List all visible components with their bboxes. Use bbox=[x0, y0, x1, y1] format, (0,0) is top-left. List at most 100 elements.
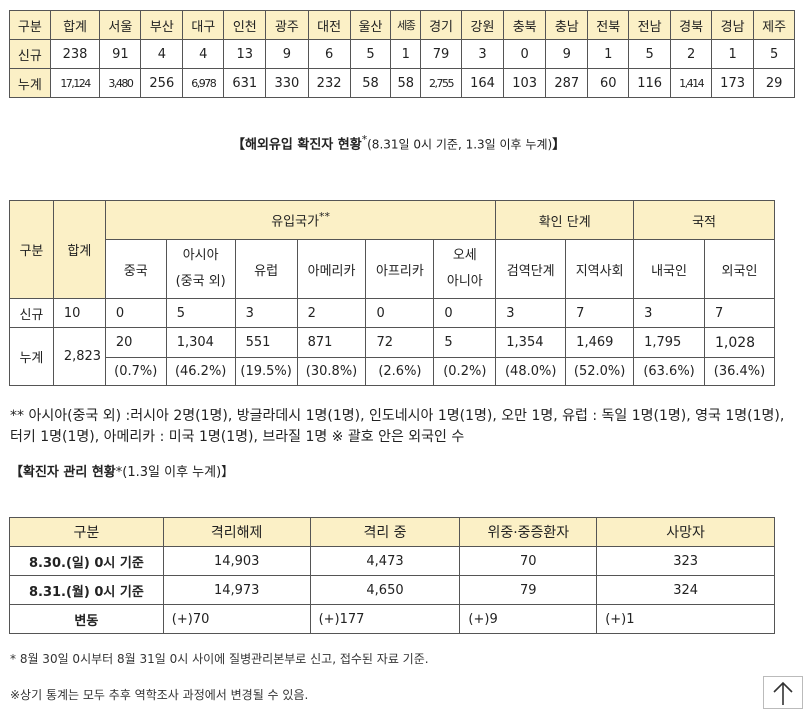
table-cell: (+)70 bbox=[162, 604, 311, 634]
table-cell: (52.0%) bbox=[565, 357, 635, 386]
header-cell: 전북 bbox=[587, 10, 630, 40]
overseas-caption-title: 【해외유입 확진자 현황 bbox=[232, 137, 362, 153]
table-cell: 164 bbox=[460, 68, 505, 98]
header-cell: 합계 bbox=[52, 200, 106, 299]
table-cell: (30.8%) bbox=[296, 357, 367, 386]
overseas-note: ** 아시아(중국 외) :러시아 2명(1명), 방글라데시 1명(1명), … bbox=[10, 408, 785, 445]
regional-row-new: 신규 238 91 4 4 13 9 6 5 1 79 3 0 9 1 5 2 … bbox=[9, 39, 795, 69]
regional-header-row: 구분 합계 서울 부산 대구 인천 광주 대전 울산 세종 경기 강원 충북 충… bbox=[9, 10, 795, 40]
table-cell: 3 bbox=[234, 298, 298, 328]
arrow-up-icon bbox=[773, 681, 793, 705]
subheader-line: 아니아 bbox=[446, 274, 483, 289]
header-cell: 국적 bbox=[633, 200, 775, 240]
header-cell: 충북 bbox=[503, 10, 547, 40]
header-cell: 확인 단계 bbox=[495, 200, 635, 240]
header-cell: 서울 bbox=[99, 10, 142, 40]
row-label: 누계 bbox=[9, 327, 54, 386]
subheader-cell: 외국인 bbox=[704, 239, 775, 299]
table-cell: 10 bbox=[52, 298, 106, 328]
header-cell: 합계 bbox=[49, 10, 101, 40]
table-cell: 5 bbox=[628, 39, 672, 69]
subheader-cell: 중국 bbox=[104, 239, 167, 299]
table-cell: 4 bbox=[182, 39, 225, 69]
table-cell: 7 bbox=[704, 298, 775, 328]
subheader-cell: 아프리카 bbox=[365, 239, 435, 299]
table-cell: 4,473 bbox=[309, 546, 461, 576]
management-row-change: 변동 (+)70 (+)177 (+)9 (+)1 bbox=[9, 604, 775, 634]
table-cell: 1,304 bbox=[165, 327, 236, 358]
row-label: 8.31.(월) 0시 기준 bbox=[9, 575, 164, 605]
table-cell: 232 bbox=[307, 68, 351, 98]
overseas-row-new: 신규 10 0 5 3 2 0 0 3 7 3 7 bbox=[9, 298, 775, 328]
table-cell: 631 bbox=[223, 68, 267, 98]
header-cell: 세종 bbox=[390, 10, 422, 40]
table-cell: 256 bbox=[140, 68, 184, 98]
table-cell: 5 bbox=[349, 39, 392, 69]
table-cell: 70 bbox=[459, 546, 598, 576]
table-cell: 2,823 bbox=[52, 327, 106, 386]
management-row: 8.30.(일) 0시 기준 14,903 4,473 70 323 bbox=[9, 546, 775, 576]
table-cell: 871 bbox=[296, 327, 367, 358]
header-cell: 격리 중 bbox=[309, 517, 461, 547]
table-cell: (+)9 bbox=[459, 604, 598, 634]
subheader-cell: 지역사회 bbox=[565, 239, 635, 299]
overseas-table: 구분 합계 유입국가** 확인 단계 국적 중국 아시아 (중국 외) 유럽 아메… bbox=[9, 200, 775, 386]
table-cell: 6,978 bbox=[182, 68, 225, 98]
table-cell: 116 bbox=[628, 68, 672, 98]
subheader-line: (중국 외) bbox=[175, 274, 226, 289]
table-cell: 0 bbox=[433, 298, 497, 328]
header-cell: 사망자 bbox=[596, 517, 775, 547]
subheader-line: 오세 bbox=[452, 248, 477, 263]
table-cell: 0 bbox=[104, 298, 167, 328]
header-cell: 제주 bbox=[753, 10, 795, 40]
table-cell: 17,124 bbox=[49, 68, 101, 98]
row-label: 누계 bbox=[9, 68, 51, 98]
table-cell: 324 bbox=[596, 575, 775, 605]
header-cell: 구분 bbox=[9, 10, 51, 40]
table-cell: (19.5%) bbox=[234, 357, 298, 386]
row-label: 신규 bbox=[9, 298, 54, 328]
table-cell: 79 bbox=[459, 575, 598, 605]
header-cell: 광주 bbox=[265, 10, 309, 40]
table-cell: 1,028 bbox=[704, 327, 775, 358]
table-cell: 1 bbox=[711, 39, 755, 69]
row-label: 8.30.(일) 0시 기준 bbox=[9, 546, 164, 576]
table-cell: 5 bbox=[433, 327, 497, 358]
table-cell: 287 bbox=[545, 68, 589, 98]
header-cell: 위중·중증환자 bbox=[459, 517, 598, 547]
footnote: * 8월 30일 0시부터 8월 31일 0시 사이에 질병관리본부로 신고, … bbox=[10, 652, 429, 666]
table-cell: 173 bbox=[711, 68, 755, 98]
header-cell: 충남 bbox=[545, 10, 589, 40]
table-cell: (48.0%) bbox=[495, 357, 567, 386]
scroll-top-button[interactable] bbox=[763, 676, 803, 709]
table-cell: 13 bbox=[223, 39, 267, 69]
table-cell: 72 bbox=[365, 327, 435, 358]
table-cell: 58 bbox=[390, 68, 422, 98]
table-cell: 20 bbox=[104, 327, 167, 358]
table-cell: 3 bbox=[460, 39, 505, 69]
header-country-star: ** bbox=[319, 210, 330, 224]
header-cell: 울산 bbox=[349, 10, 392, 40]
table-cell: 1,795 bbox=[633, 327, 705, 358]
header-cell: 경남 bbox=[711, 10, 755, 40]
header-cell: 경북 bbox=[670, 10, 713, 40]
footnote: ※상기 통계는 모두 추후 역학조사 과정에서 변경될 수 있음. bbox=[10, 688, 309, 702]
table-cell: 1 bbox=[587, 39, 630, 69]
table-cell: (2.6%) bbox=[365, 357, 435, 386]
table-cell: 29 bbox=[753, 68, 795, 98]
regional-table: 구분 합계 서울 부산 대구 인천 광주 대전 울산 세종 경기 강원 충북 충… bbox=[9, 10, 795, 98]
management-header-row: 구분 격리해제 격리 중 위중·중증환자 사망자 bbox=[9, 517, 775, 547]
header-cell: 구분 bbox=[9, 517, 164, 547]
subheader-cell: 내국인 bbox=[633, 239, 705, 299]
management-caption-sub: *(1.3일 이후 누계)】 bbox=[115, 465, 235, 480]
table-cell: 2,755 bbox=[420, 68, 462, 98]
table-cell: 3 bbox=[495, 298, 567, 328]
table-cell: 323 bbox=[596, 546, 775, 576]
table-cell: 3 bbox=[633, 298, 705, 328]
table-cell: (0.2%) bbox=[433, 357, 497, 386]
header-country-label: 유입국가 bbox=[271, 214, 320, 230]
subheader-cell: 유럽 bbox=[234, 239, 298, 299]
table-cell: 3,480 bbox=[99, 68, 142, 98]
table-cell: 1 bbox=[390, 39, 422, 69]
